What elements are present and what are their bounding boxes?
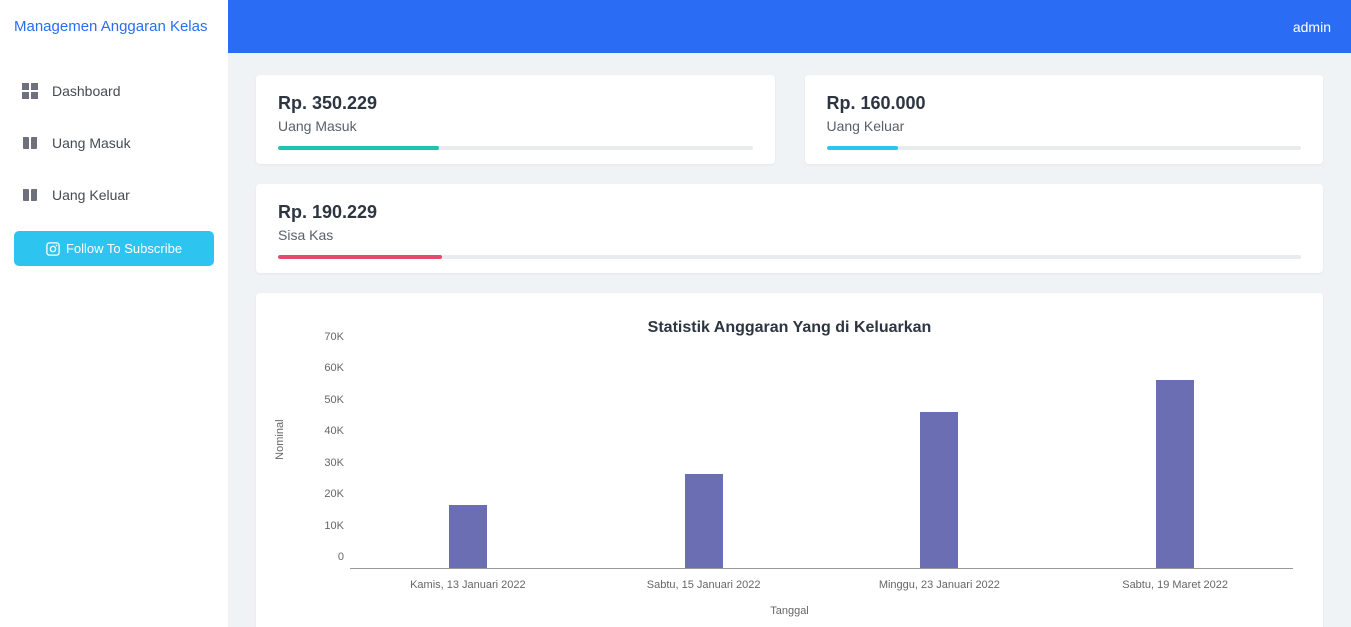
- progress-fill: [278, 146, 439, 150]
- progress-track: [278, 146, 753, 150]
- cards-row-1: Rp. 350.229 Uang Masuk Rp. 160.000 Uang …: [256, 75, 1323, 164]
- dashboard-icon: [22, 83, 38, 99]
- chart-title: Statistik Anggaran Yang di Keluarkan: [276, 319, 1303, 337]
- nav-label: Dashboard: [52, 83, 121, 99]
- x-tick: Minggu, 23 Januari 2022: [879, 579, 1000, 591]
- progress-track: [278, 255, 1301, 259]
- subscribe-button[interactable]: Follow To Subscribe: [14, 231, 214, 266]
- y-tick: 0: [338, 551, 344, 563]
- brand-title[interactable]: Managemen Anggaran Kelas: [0, 0, 228, 53]
- chart-area: Nominal 010K20K30K40K50K60K70K Kamis, 13…: [316, 349, 1293, 599]
- nav-uang-masuk[interactable]: Uang Masuk: [0, 117, 228, 169]
- chart-bar: [685, 474, 723, 568]
- chart-card: Statistik Anggaran Yang di Keluarkan Nom…: [256, 293, 1323, 627]
- card-value: Rp. 160.000: [827, 93, 1302, 114]
- nav-dashboard[interactable]: Dashboard: [0, 65, 228, 117]
- y-axis: 010K20K30K40K50K60K70K: [316, 349, 348, 569]
- book-icon: [22, 187, 38, 203]
- y-axis-label: Nominal: [274, 419, 286, 459]
- card-label: Uang Masuk: [278, 118, 753, 134]
- x-tick: Sabtu, 15 Januari 2022: [647, 579, 761, 591]
- card-label: Sisa Kas: [278, 227, 1301, 243]
- nav-label: Uang Keluar: [52, 187, 130, 203]
- subscribe-label: Follow To Subscribe: [66, 241, 182, 256]
- x-tick: Kamis, 13 Januari 2022: [410, 579, 526, 591]
- progress-track: [827, 146, 1302, 150]
- book-icon: [22, 135, 38, 151]
- chart-bar: [920, 412, 958, 568]
- card-sisa-kas: Rp. 190.229 Sisa Kas: [256, 184, 1323, 273]
- chart-plot: [350, 349, 1293, 569]
- card-value: Rp. 350.229: [278, 93, 753, 114]
- x-tick: Sabtu, 19 Maret 2022: [1122, 579, 1228, 591]
- nav-uang-keluar[interactable]: Uang Keluar: [0, 169, 228, 221]
- instagram-icon: [46, 242, 60, 256]
- nav-label: Uang Masuk: [52, 135, 131, 151]
- card-label: Uang Keluar: [827, 118, 1302, 134]
- chart-bar: [1156, 380, 1194, 568]
- y-tick: 50K: [324, 394, 344, 406]
- y-tick: 30K: [324, 457, 344, 469]
- y-tick: 40K: [324, 425, 344, 437]
- topbar-right: admin: [228, 0, 1351, 53]
- main-content: Rp. 350.229 Uang Masuk Rp. 160.000 Uang …: [228, 53, 1351, 627]
- card-value: Rp. 190.229: [278, 202, 1301, 223]
- chart-bar: [449, 505, 487, 568]
- progress-fill: [827, 146, 898, 150]
- card-uang-masuk: Rp. 350.229 Uang Masuk: [256, 75, 775, 164]
- topbar: Managemen Anggaran Kelas admin: [0, 0, 1351, 53]
- x-axis: Kamis, 13 Januari 2022 Sabtu, 15 Januari …: [350, 573, 1293, 599]
- y-tick: 60K: [324, 362, 344, 374]
- y-tick: 10K: [324, 520, 344, 532]
- card-uang-keluar: Rp. 160.000 Uang Keluar: [805, 75, 1324, 164]
- x-axis-label: Tanggal: [276, 605, 1303, 617]
- progress-fill: [278, 255, 442, 259]
- y-tick: 70K: [324, 331, 344, 343]
- sidebar: Dashboard Uang Masuk Uang Keluar Follow …: [0, 53, 228, 627]
- user-label[interactable]: admin: [1293, 19, 1331, 35]
- y-tick: 20K: [324, 488, 344, 500]
- cards-row-2: Rp. 190.229 Sisa Kas: [256, 184, 1323, 273]
